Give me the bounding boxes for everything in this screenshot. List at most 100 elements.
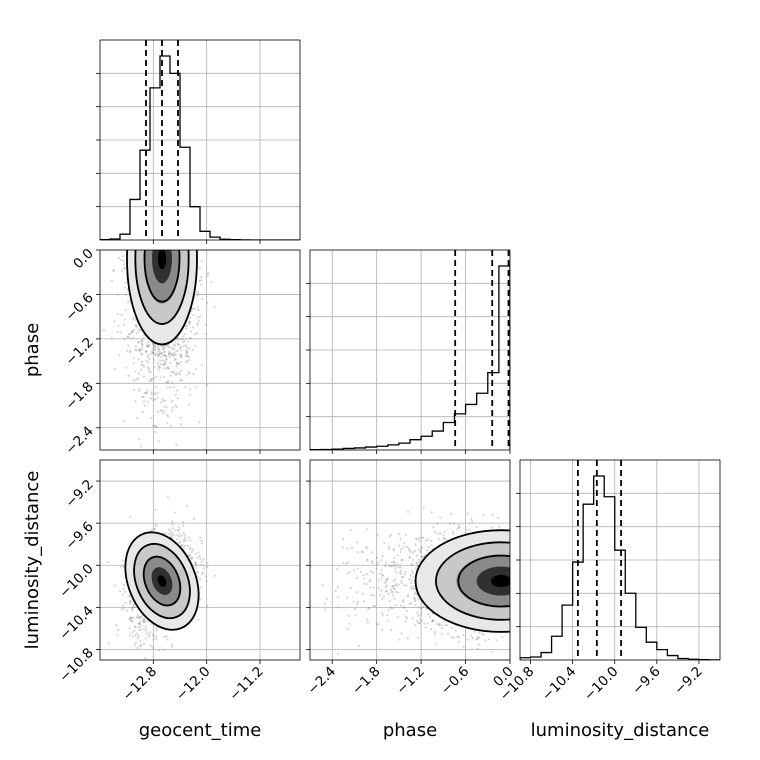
- sample-point: [171, 399, 174, 403]
- sample-point: [174, 353, 177, 356]
- y-tick-label: −1.2: [62, 334, 96, 368]
- sample-point: [188, 337, 192, 340]
- sample-point: [414, 603, 417, 607]
- density-level-4: [157, 575, 167, 587]
- sample-point: [174, 357, 177, 361]
- sample-point: [129, 618, 133, 622]
- sample-point: [156, 350, 159, 354]
- sample-point: [430, 511, 433, 514]
- sample-point: [439, 532, 442, 535]
- sample-point: [159, 363, 162, 366]
- sample-point: [174, 373, 178, 376]
- sample-point: [137, 389, 141, 393]
- sample-point: [155, 523, 158, 526]
- sample-point: [444, 537, 447, 541]
- sample-point: [131, 329, 134, 333]
- sample-point: [152, 527, 156, 531]
- sample-point: [179, 544, 183, 547]
- sample-point: [366, 558, 369, 561]
- sample-point: [177, 338, 180, 341]
- sample-point: [336, 596, 340, 599]
- sample-point: [430, 544, 434, 547]
- sample-point: [157, 364, 160, 368]
- sample-point: [206, 301, 209, 304]
- sample-point: [153, 399, 156, 402]
- sample-point: [372, 586, 375, 589]
- contour-0: [124, 531, 200, 631]
- sample-point: [146, 360, 150, 363]
- sample-point: [418, 539, 421, 542]
- sample-point: [416, 537, 419, 541]
- sample-point: [161, 348, 164, 351]
- sample-point: [137, 616, 141, 619]
- sample-point: [164, 355, 167, 358]
- sample-point: [466, 638, 469, 641]
- sample-point: [402, 600, 405, 603]
- sample-point: [422, 506, 425, 509]
- sample-point: [154, 353, 157, 356]
- sample-point: [183, 536, 186, 540]
- sample-point: [393, 560, 396, 563]
- sample-point: [491, 513, 494, 516]
- sample-point: [394, 604, 397, 607]
- sample-point: [198, 266, 201, 270]
- sample-point: [213, 574, 216, 577]
- sample-point: [178, 535, 181, 538]
- sample-point: [452, 533, 455, 536]
- histogram-phase: [310, 265, 510, 450]
- sample-point: [189, 554, 192, 557]
- sample-point: [387, 564, 391, 567]
- sample-point: [363, 577, 366, 580]
- sample-point: [457, 526, 460, 529]
- sample-point: [199, 563, 202, 566]
- sample-point: [131, 616, 134, 619]
- sample-point: [147, 353, 150, 356]
- sample-point: [419, 613, 422, 617]
- sample-point: [152, 343, 155, 346]
- sample-point: [179, 379, 182, 382]
- sample-point: [178, 343, 181, 346]
- sample-point: [172, 527, 175, 530]
- sample-point: [124, 293, 128, 296]
- sample-point: [373, 604, 377, 608]
- sample-point: [120, 608, 123, 611]
- sample-point: [200, 542, 204, 545]
- sample-point: [412, 597, 415, 600]
- sample-point: [121, 593, 124, 596]
- sample-point: [195, 563, 198, 566]
- sample-point: [349, 586, 352, 590]
- sample-point: [123, 267, 126, 270]
- sample-point: [186, 360, 189, 363]
- sample-point: [414, 543, 417, 546]
- sample-point: [420, 546, 423, 549]
- sample-point: [142, 336, 145, 340]
- sample-point: [439, 516, 442, 519]
- sample-point: [390, 591, 393, 594]
- sample-point: [465, 528, 468, 531]
- sample-point: [411, 564, 414, 567]
- sample-point: [437, 537, 441, 541]
- sample-point: [438, 624, 441, 627]
- sample-point: [341, 537, 345, 541]
- sample-point: [141, 344, 144, 347]
- grid: [100, 40, 300, 240]
- sample-point: [194, 386, 197, 389]
- sample-point: [418, 536, 421, 540]
- sample-point: [177, 529, 180, 532]
- sample-point: [184, 338, 188, 341]
- sample-point: [427, 538, 430, 541]
- sample-point: [482, 513, 485, 516]
- sample-point: [144, 620, 147, 623]
- sample-point: [387, 619, 390, 622]
- sample-point: [107, 642, 111, 645]
- sample-point: [175, 389, 179, 392]
- panel-geocent_time-geocent_time: [96, 39, 301, 244]
- sample-point: [321, 583, 324, 587]
- sample-point: [138, 348, 141, 352]
- sample-point: [377, 561, 380, 564]
- sample-point: [128, 602, 132, 605]
- sample-point: [158, 352, 162, 355]
- sample-point: [410, 587, 413, 590]
- sample-point: [336, 653, 340, 656]
- sample-point: [148, 380, 151, 383]
